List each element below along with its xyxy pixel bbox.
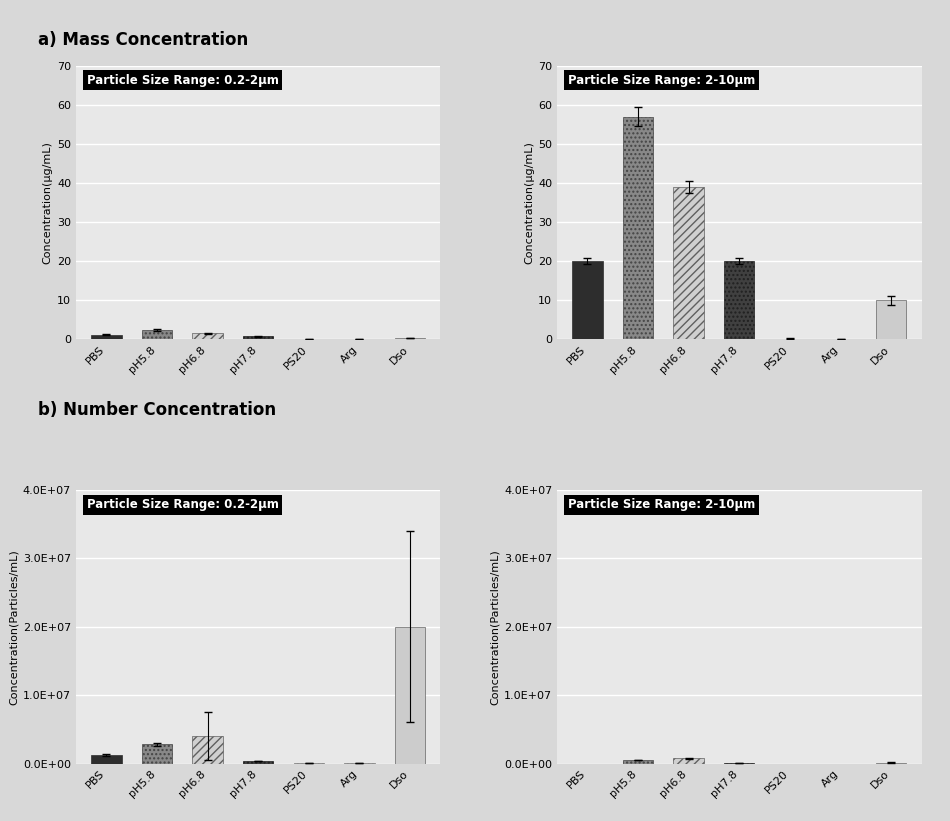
Y-axis label: Concentration(μg/mL): Concentration(μg/mL): [523, 141, 534, 264]
Bar: [91, 335, 122, 339]
Text: Particle Size Range: 2-10μm: Particle Size Range: 2-10μm: [568, 498, 755, 511]
Bar: [243, 337, 274, 339]
Text: Particle Size Range: 0.2-2μm: Particle Size Range: 0.2-2μm: [87, 74, 278, 87]
Bar: [395, 626, 426, 764]
Y-axis label: Concentration(Particles/mL): Concentration(Particles/mL): [490, 548, 500, 704]
Text: a) Mass Concentration: a) Mass Concentration: [38, 31, 248, 49]
Text: b) Number Concentration: b) Number Concentration: [38, 401, 276, 419]
Bar: [193, 333, 223, 339]
Y-axis label: Concentration(Particles/mL): Concentration(Particles/mL): [9, 548, 19, 704]
Bar: [243, 761, 274, 764]
Bar: [876, 763, 906, 764]
Bar: [623, 117, 654, 339]
Bar: [572, 261, 602, 339]
Bar: [193, 736, 223, 764]
Bar: [674, 187, 704, 339]
Bar: [674, 758, 704, 764]
Bar: [142, 329, 172, 339]
Bar: [623, 760, 654, 764]
Text: Particle Size Range: 0.2-2μm: Particle Size Range: 0.2-2μm: [87, 498, 278, 511]
Bar: [876, 300, 906, 339]
Bar: [395, 338, 426, 339]
Text: Particle Size Range: 2-10μm: Particle Size Range: 2-10μm: [568, 74, 755, 87]
Y-axis label: Concentration(μg/mL): Concentration(μg/mL): [43, 141, 53, 264]
Bar: [724, 261, 754, 339]
Bar: [142, 745, 172, 764]
Bar: [91, 755, 122, 764]
